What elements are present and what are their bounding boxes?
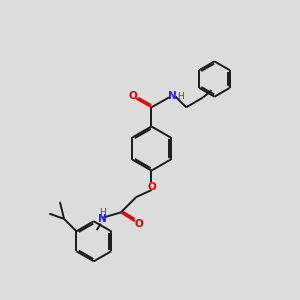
Text: O: O [148,182,156,191]
Text: N: N [168,91,176,101]
Text: H: H [177,92,184,100]
Text: O: O [134,219,143,229]
Text: H: H [99,208,105,217]
Text: N: N [98,214,106,224]
Text: O: O [128,91,137,100]
